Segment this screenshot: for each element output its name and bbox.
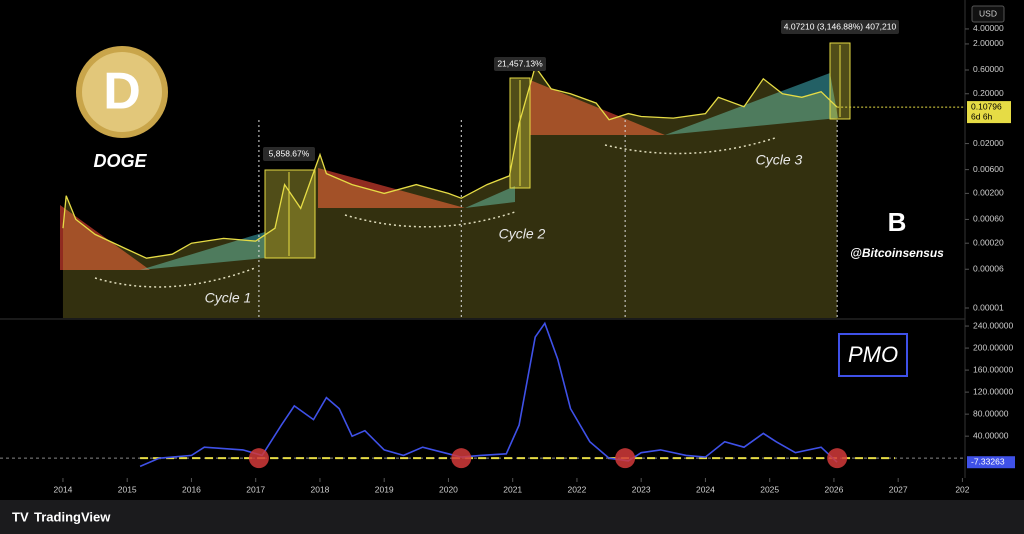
gain-label-box bbox=[781, 20, 899, 34]
x-tick-label: 2026 bbox=[824, 484, 843, 494]
x-tick-label: 2024 bbox=[696, 484, 715, 494]
gain-label-box bbox=[263, 147, 315, 161]
tv-logo: TV bbox=[12, 509, 29, 524]
chart-background bbox=[0, 0, 1024, 500]
countdown: 6d 6h bbox=[971, 111, 993, 121]
x-tick-label: 2021 bbox=[503, 484, 522, 494]
cycle-label: Cycle 3 bbox=[756, 152, 803, 168]
currency[interactable]: USD bbox=[979, 8, 997, 18]
x-tick-label: 2016 bbox=[182, 484, 201, 494]
rise-triangle bbox=[140, 232, 265, 270]
x-tick-label: 2018 bbox=[310, 484, 329, 494]
last-price-box bbox=[967, 101, 1011, 124]
y-tick-label: 0.60000 bbox=[973, 64, 1004, 74]
y-tick-label: 200.00000 bbox=[973, 342, 1013, 352]
signal-dot bbox=[451, 448, 472, 469]
signal-dot bbox=[827, 448, 848, 469]
decline-triangle bbox=[530, 80, 665, 135]
x-tick-label: 2014 bbox=[54, 484, 73, 494]
y-tick-label: 240.00000 bbox=[973, 320, 1013, 330]
price-line bbox=[62, 65, 838, 259]
pmo-line bbox=[139, 321, 838, 468]
y-tick-label: 0.00006 bbox=[973, 263, 1004, 273]
gain-label: 21,457.13% bbox=[497, 58, 543, 68]
x-tick-label: 2019 bbox=[375, 484, 394, 494]
y-tick-label: 0.02000 bbox=[973, 138, 1004, 148]
branding: TradingView bbox=[34, 509, 111, 524]
price-area bbox=[62, 66, 838, 318]
currency-button[interactable] bbox=[971, 5, 1005, 23]
gain-label: 4.07210 (3,146.88%) 407,210 bbox=[784, 21, 897, 31]
x-tick-label: 2025 bbox=[760, 484, 779, 494]
last-pmo-box bbox=[967, 456, 1015, 469]
cycle-label: Cycle 2 bbox=[499, 226, 546, 242]
y-tick-label: 2.00000 bbox=[973, 38, 1004, 48]
coin-name: DOGE bbox=[93, 151, 147, 171]
y-tick-label: 4.00000 bbox=[973, 23, 1004, 33]
last-price: 0.10796 bbox=[971, 101, 1002, 111]
footer-bar bbox=[0, 500, 1024, 534]
gain-label: 5,858.67% bbox=[269, 148, 310, 158]
gain-box bbox=[264, 169, 316, 259]
y-tick-label: 0.00001 bbox=[973, 302, 1004, 312]
signal-dot bbox=[615, 448, 636, 469]
y-tick-label: 160.00000 bbox=[973, 364, 1013, 374]
last-pmo: -7.33263 bbox=[971, 456, 1005, 466]
pmo-title: PMO bbox=[848, 342, 898, 367]
coin-glyph: D bbox=[103, 63, 141, 121]
decline-triangle bbox=[60, 205, 150, 270]
watermark: @Bitcoinsensus bbox=[850, 246, 944, 260]
x-tick-label: 2022 bbox=[567, 484, 586, 494]
y-tick-label: 0.00020 bbox=[973, 237, 1004, 247]
x-tick-label: 2017 bbox=[246, 484, 265, 494]
y-tick-label: 120.00000 bbox=[973, 386, 1013, 396]
y-tick-label: 0.00200 bbox=[973, 188, 1004, 198]
pmo-box bbox=[838, 333, 908, 377]
x-tick-label: 202 bbox=[955, 484, 969, 494]
y-tick-label: 0.20000 bbox=[973, 88, 1004, 98]
cycle-arc bbox=[604, 137, 776, 155]
y-tick-label: 0.00600 bbox=[973, 164, 1004, 174]
cycle-label: Cycle 1 bbox=[205, 290, 252, 306]
y-tick-label: 80.00000 bbox=[973, 408, 1009, 418]
y-tick-label: 0.00060 bbox=[973, 214, 1004, 224]
x-tick-label: 2015 bbox=[118, 484, 137, 494]
coin-logo-inner bbox=[82, 52, 162, 132]
rise-triangle bbox=[465, 186, 515, 208]
signal-dot bbox=[248, 448, 269, 469]
decline-triangle bbox=[318, 168, 465, 208]
x-tick-label: 2020 bbox=[439, 484, 458, 494]
gain-label-box bbox=[494, 57, 546, 71]
x-tick-label: 2023 bbox=[632, 484, 651, 494]
rise-triangle bbox=[665, 73, 838, 135]
y-tick-label: 40.00000 bbox=[973, 430, 1009, 440]
brand-glyph: B bbox=[888, 207, 907, 237]
x-tick-label: 2027 bbox=[889, 484, 908, 494]
cycle-arc bbox=[344, 211, 516, 228]
